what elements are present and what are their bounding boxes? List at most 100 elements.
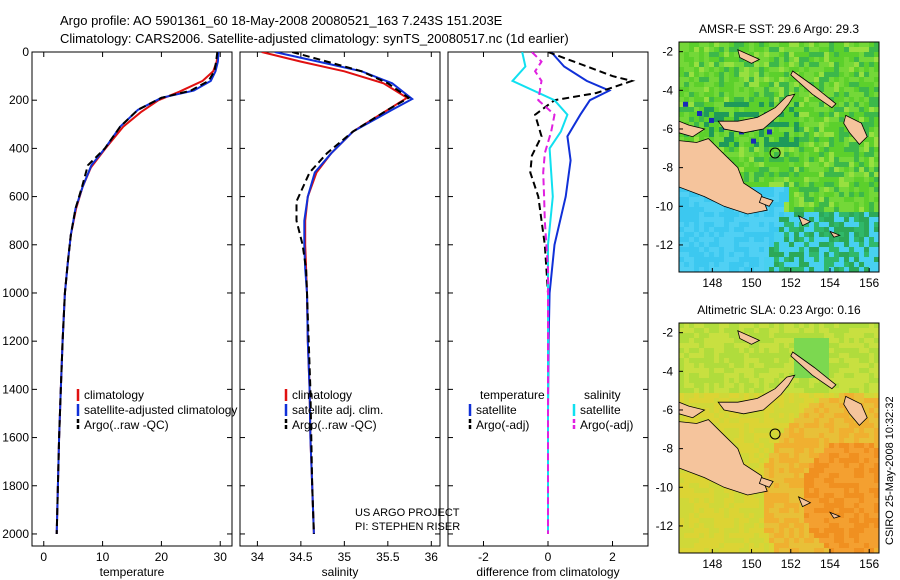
field-cell: [734, 523, 740, 529]
field-cell: [839, 102, 845, 108]
field-cell: [769, 42, 775, 48]
field-cell: [779, 112, 785, 118]
field-cell: [814, 538, 820, 544]
field-cell: [709, 227, 715, 233]
field-cell: [779, 252, 785, 258]
field-cell: [864, 267, 870, 272]
field-cell: [784, 428, 790, 434]
field-cell: [769, 493, 775, 499]
field-cell: [829, 443, 835, 449]
field-cell: [759, 242, 765, 248]
field-cell: [849, 368, 855, 374]
field-cell: [734, 242, 740, 248]
field-cell: [699, 323, 705, 329]
field-cell: [774, 403, 780, 409]
field-cell: [789, 117, 795, 123]
field-cell: [709, 353, 715, 359]
field-cell: [839, 533, 845, 539]
field-cell: [774, 242, 780, 248]
field-cell: [859, 172, 865, 178]
field-cell: [854, 222, 860, 228]
field-cell: [824, 383, 830, 389]
field-cell: [689, 388, 695, 394]
field-cell: [764, 212, 770, 218]
field-cell: [814, 413, 820, 419]
field-cell: [784, 413, 790, 419]
field-cell: [754, 453, 760, 459]
field-cell: [734, 343, 740, 349]
field-cell: [789, 192, 795, 198]
legend-label: Argo(..raw -QC): [292, 418, 377, 432]
field-cell: [719, 102, 725, 108]
field-cell: [834, 102, 840, 108]
field-cell: [774, 358, 780, 364]
field-cell: [859, 383, 865, 389]
field-cell: [759, 538, 765, 544]
field-cell: [754, 182, 760, 188]
field-cell: [724, 493, 730, 499]
field-cell: [744, 157, 750, 163]
field-cell: [684, 513, 690, 519]
field-cell: [744, 493, 750, 499]
field-cell: [789, 87, 795, 93]
field-cell: [809, 217, 815, 223]
field-cell: [799, 548, 805, 553]
field-cell: [719, 338, 725, 344]
field-cell: [754, 433, 760, 439]
field-cell: [829, 147, 835, 153]
field-cell: [774, 77, 780, 83]
field-cell: [744, 212, 750, 218]
field-cell: [689, 383, 695, 389]
field-cell: [744, 518, 750, 524]
field-cell: [749, 217, 755, 223]
field-cell: [689, 543, 695, 549]
field-cell: [849, 162, 855, 168]
field-cell: [804, 237, 810, 243]
field-cell: [744, 438, 750, 444]
field-cell: [859, 77, 865, 83]
field-cell: [874, 518, 879, 524]
field-cell: [684, 117, 690, 123]
field-cell: [794, 227, 800, 233]
field-cell: [824, 247, 830, 253]
field-cell: [859, 378, 865, 384]
field-cell: [719, 77, 725, 83]
field-cell: [829, 388, 835, 394]
field-cell: [859, 207, 865, 213]
field-cell: [874, 423, 879, 429]
field-cell: [784, 488, 790, 494]
field-cell: [784, 127, 790, 133]
field-cell: [874, 202, 879, 208]
field-cell: [804, 458, 810, 464]
field-cell: [824, 503, 830, 509]
field-cell: [704, 267, 710, 272]
field-cell: [844, 393, 850, 399]
field-cell: [794, 453, 800, 459]
field-cell: [774, 172, 780, 178]
field-cell: [689, 217, 695, 223]
field-cell: [689, 47, 695, 53]
field-cell: [839, 328, 845, 334]
field-cell: [679, 52, 685, 58]
field-cell: [874, 157, 879, 163]
field-cell: [774, 207, 780, 213]
field-cell: [804, 543, 810, 549]
field-cell: [729, 538, 735, 544]
field-cell: [759, 217, 765, 223]
field-cell: [819, 513, 825, 519]
field-cell: [729, 378, 735, 384]
field-cell: [814, 468, 820, 474]
field-cell: [704, 478, 710, 484]
field-cell: [764, 237, 770, 243]
field-cell: [814, 167, 820, 173]
field-cell: [764, 413, 770, 419]
field-cell: [784, 443, 790, 449]
field-cell: [874, 122, 879, 128]
field-cell: [849, 157, 855, 163]
field-cell: [809, 418, 815, 424]
field-cell: [709, 483, 715, 489]
field-cell: [874, 227, 879, 233]
field-cell: [709, 338, 715, 344]
field-cell: [689, 122, 695, 128]
